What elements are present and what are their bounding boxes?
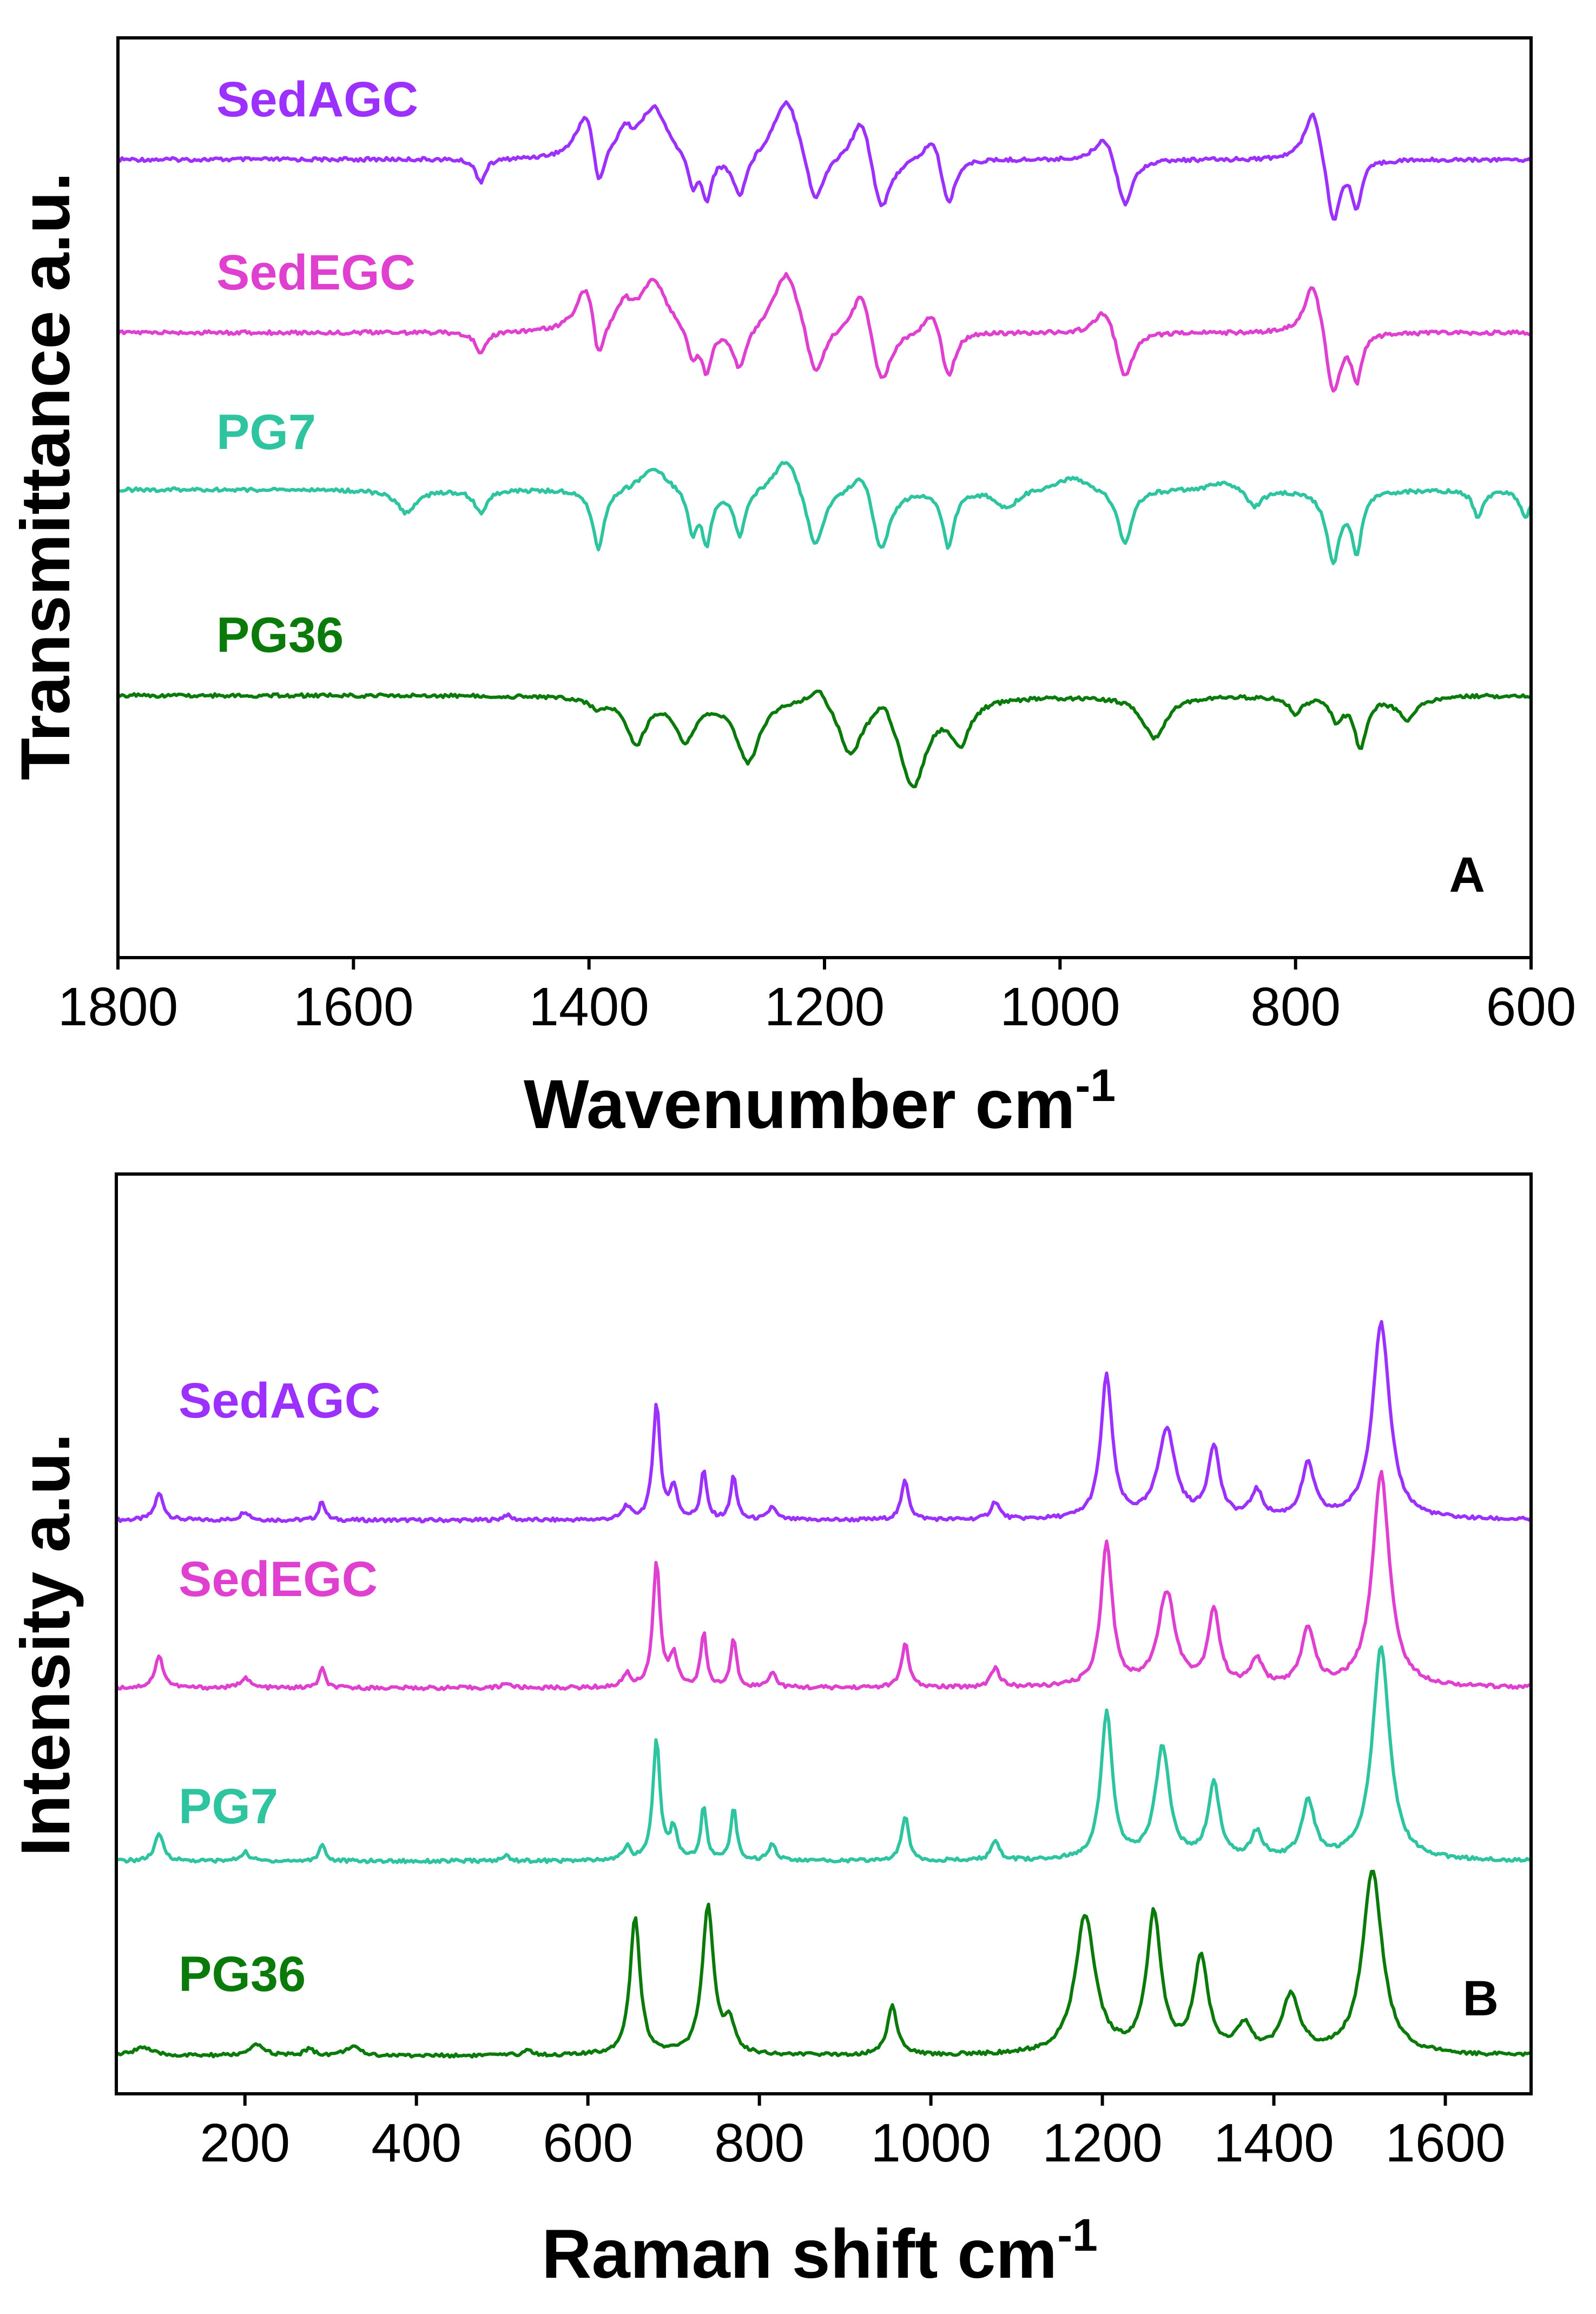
panel-a-x-axis-title-sup: -1 <box>1075 1060 1116 1111</box>
panel-a-series-lines <box>116 100 1533 788</box>
panel-b-tick-label: 400 <box>371 2113 461 2173</box>
panel-b-tick-label: 1400 <box>1214 2113 1334 2173</box>
panel-b-plot-frame <box>115 1172 1533 2095</box>
series-line-sedegc <box>116 272 1532 393</box>
panel-a-x-ticks: 1800 1600 1400 1200 1000 800 600 <box>58 958 1577 1037</box>
series-line-pg36 <box>116 689 1532 788</box>
panel-b-tick-label: 1600 <box>1385 2113 1505 2173</box>
panel-b-tick-label: 600 <box>543 2113 633 2173</box>
panel-a-y-axis-title: Transmittance a.u. <box>7 172 84 780</box>
series-line-sedagc <box>115 1320 1533 1524</box>
panel-a-tick-label: 800 <box>1250 977 1341 1037</box>
series-line-sedegc <box>115 1469 1532 1691</box>
panel-a-letter: A <box>1449 847 1485 902</box>
panel-a-x-axis-title-text: Wavenumber cm <box>524 1066 1076 1143</box>
panel-a-tick-label: 1200 <box>764 977 885 1037</box>
series-label-pg36: PG36 <box>216 608 344 663</box>
series-label-pg36: PG36 <box>179 1947 306 2002</box>
panel-b-series-labels: SedAGC SedEGC PG7 PG36 <box>179 1373 380 2002</box>
panel-b-x-ticks: 200 400 600 800 1000 1200 1400 1600 <box>200 2094 1506 2173</box>
panel-a-tick-label: 1000 <box>1000 977 1120 1037</box>
series-label-sedegc: SedEGC <box>216 245 416 300</box>
panel-b-x-axis-title-sup: -1 <box>1057 2210 1098 2260</box>
panel-b-tick-label: 200 <box>200 2113 290 2173</box>
panel-a-tick-label: 1400 <box>529 977 649 1037</box>
series-line-sedagc <box>116 100 1533 221</box>
series-label-sedagc: SedAGC <box>216 72 418 127</box>
panel-b-letter: B <box>1463 1971 1499 2026</box>
series-label-sedegc: SedEGC <box>179 1552 378 1607</box>
panel-a-tick-label: 1600 <box>293 977 413 1037</box>
panel-a-ftir-chart: Transmittance a.u. 1800 1600 1400 1200 1000 8… <box>7 36 1577 1143</box>
panel-b-tick-label: 800 <box>714 2113 804 2173</box>
panel-a-series-labels: SedAGC SedEGC PG7 PG36 <box>216 72 418 663</box>
panel-b-x-axis-title-text: Raman shift cm <box>542 2216 1057 2293</box>
panel-a-x-axis-title: Wavenumber cm-1 <box>524 1060 1116 1143</box>
panel-b-x-axis-title: Raman shift cm-1 <box>542 2210 1098 2293</box>
panel-b-raman-chart: Intensity a.u. 200 400 600 800 1000 1200 1400 1… <box>7 1172 1533 2293</box>
panel-a-tick-label: 600 <box>1486 977 1577 1037</box>
series-line-pg36 <box>115 1869 1532 2059</box>
series-label-sedagc: SedAGC <box>179 1373 380 1428</box>
series-line-pg7 <box>116 1645 1532 1864</box>
panel-b-series-lines <box>115 1320 1533 2059</box>
panel-b-tick-label: 1000 <box>870 2113 991 2173</box>
series-label-pg7: PG7 <box>216 405 316 460</box>
panel-b-y-axis-title: Intensity a.u. <box>7 1433 84 1856</box>
series-label-pg7: PG7 <box>179 1779 278 1834</box>
series-line-pg7 <box>117 461 1533 565</box>
panel-b-tick-label: 1200 <box>1042 2113 1162 2173</box>
panel-a-tick-label: 1800 <box>58 977 178 1037</box>
